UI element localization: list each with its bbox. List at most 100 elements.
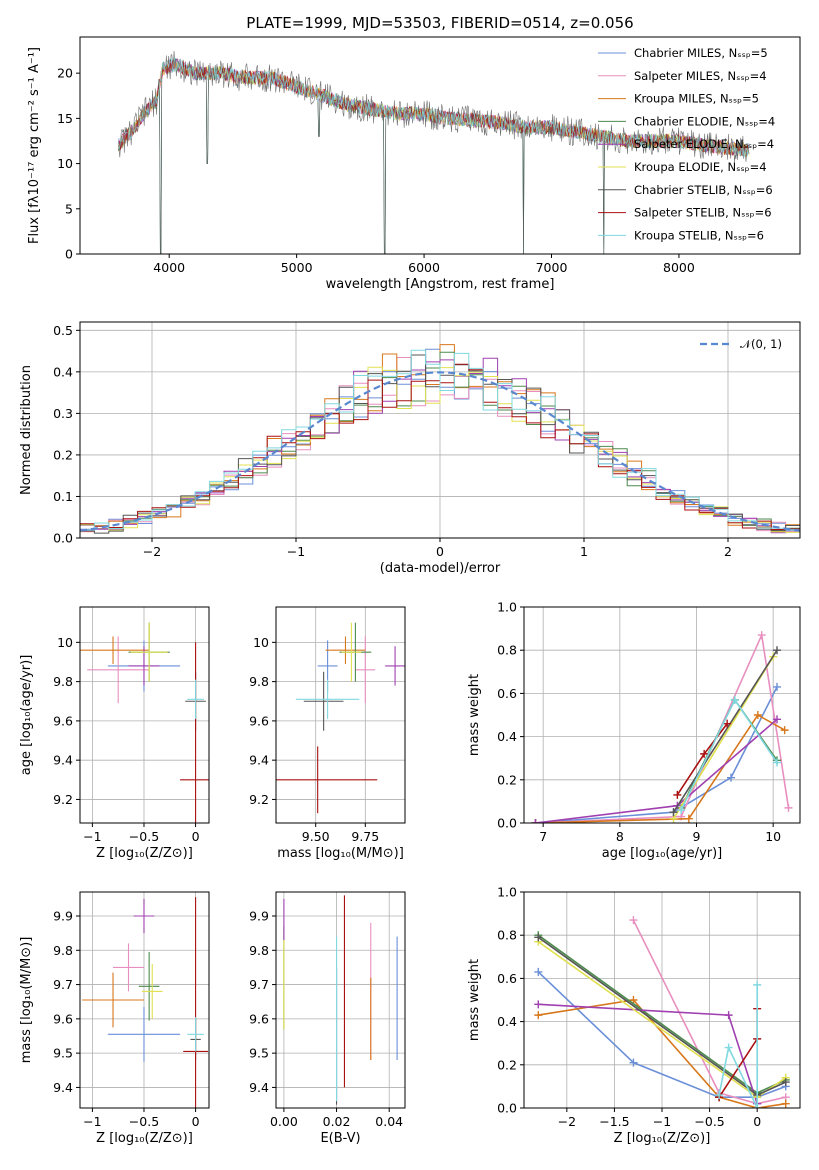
- legend-entry: Salpeter STELIB, Nₛₛₚ=6: [634, 206, 772, 220]
- y-tick-label: 9.8: [53, 943, 73, 958]
- y-axis-label: Flux [fλ10⁻¹⁷ erg cm⁻² s⁻¹ A⁻¹]: [27, 47, 42, 244]
- chart-spectrum: Chabrier MILES, Nₛₛₚ=5 Salpeter MILES, Nₛ…: [27, 36, 801, 292]
- chart-residuals: 𝒩(0, 1) −2 −1 0 1 2 0.0 0.1 0.2 0.3 0.4 0.5 (data-mo…: [19, 321, 801, 576]
- chart-age-vs-mass: 9.50 9.75 9.2 9.4 9.6 9.8 10 mass [log₁₀(M/M⊙)]: [249, 606, 406, 861]
- x-axis-label: (data-model)/error: [380, 561, 501, 576]
- y-tick-label: 0.8: [497, 928, 517, 943]
- y-tick-label: 0.4: [497, 1014, 517, 1029]
- chart-mass-weight-vs-age: 7 8 9 10 0.0 0.2 0.4 0.6 0.8 1.0 age [log₁₀(age/yr…: [467, 600, 801, 861]
- weight-marker: [773, 646, 781, 655]
- axes-frame: [275, 606, 406, 824]
- x-tick-label: 0.04: [375, 1114, 403, 1129]
- y-tick-label: 9.7: [249, 977, 269, 992]
- x-axis-label: age [log₁₀(age/yr)]: [602, 846, 723, 861]
- weight-marker: [753, 980, 762, 989]
- weight-marker: [673, 790, 682, 799]
- axes-frame: [79, 891, 210, 1109]
- x-tick-label: −2: [143, 544, 161, 559]
- legend-entry: Chabrier MILES, Nₛₛₚ=5: [634, 46, 768, 60]
- weight-marker: [669, 808, 678, 817]
- weight-marker: [727, 773, 735, 782]
- y-tick-label: 0.0: [497, 1101, 517, 1116]
- legend-entry: Kroupa ELODIE, Nₛₛₚ=4: [634, 160, 767, 174]
- y-tick-label: 0: [65, 247, 73, 262]
- weight-marker: [715, 1091, 724, 1100]
- x-axis-label: E(B-V): [320, 1131, 360, 1146]
- y-tick-label: 0.2: [497, 772, 517, 787]
- chart-mass-vs-EBV: 0.00 0.02 0.04 9.4 9.5 9.6 9.7 9.8 9.9 E(B-V): [249, 891, 406, 1146]
- y-tick-label: 9.4: [53, 1080, 73, 1095]
- weight-marker: [534, 933, 543, 942]
- weight-line: [535, 713, 786, 823]
- y-tick-label: 0.1: [53, 489, 73, 504]
- x-tick-label: −0.5: [129, 1114, 159, 1129]
- y-tick-label: 9.6: [53, 1011, 73, 1026]
- x-tick-label: −0.5: [694, 1114, 724, 1129]
- plot-area: [80, 622, 209, 823]
- spectrum-line: [117, 58, 750, 254]
- y-tick-label: 9.2: [53, 792, 73, 807]
- y-tick-label: 9.6: [249, 1011, 269, 1026]
- y-tick-label: 0.2: [497, 1057, 517, 1072]
- x-tick-label: 2: [724, 544, 732, 559]
- legend-entry: Kroupa STELIB, Nₛₛₚ=6: [634, 228, 764, 242]
- x-tick-label: 9.50: [302, 829, 330, 844]
- weight-marker: [724, 1011, 733, 1020]
- spectrum-line: [117, 57, 750, 254]
- y-tick-label: 0.4: [497, 729, 517, 744]
- y-tick-label: 0.4: [53, 364, 73, 379]
- y-tick-label: 10: [57, 635, 73, 650]
- legend-entry: Salpeter MILES, Nₛₛₚ=4: [634, 69, 767, 83]
- x-tick-label: −0.5: [129, 829, 159, 844]
- weight-marker: [757, 631, 766, 640]
- x-tick-label: 0.02: [323, 1114, 351, 1129]
- weight-marker: [723, 719, 732, 728]
- y-tick-label: 20: [57, 66, 73, 81]
- weight-marker: [724, 1043, 733, 1052]
- y-axis-label: Normed distribution: [19, 365, 34, 495]
- y-tick-label: 9.9: [249, 909, 269, 924]
- weight-line: [535, 632, 790, 823]
- plot-area: [534, 916, 790, 1108]
- weight-marker: [753, 711, 762, 719]
- y-tick-label: 9.8: [249, 674, 269, 689]
- y-tick-label: 9.4: [249, 1080, 269, 1095]
- y-tick-label: 9.5: [249, 1046, 269, 1061]
- weight-marker: [629, 916, 638, 925]
- x-tick-label: 9.75: [351, 829, 379, 844]
- weight-marker: [534, 1000, 543, 1009]
- y-tick-label: 0.5: [53, 323, 73, 338]
- x-tick-label: 8000: [663, 260, 695, 275]
- y-tick-label: 0.2: [53, 447, 73, 462]
- weight-line: [672, 649, 778, 813]
- weight-marker: [781, 1099, 790, 1108]
- x-tick-label: −2: [558, 1114, 576, 1129]
- y-tick-label: 0.0: [497, 816, 517, 831]
- x-axis-label: Z [log₁₀(Z/Z⊙)]: [614, 1131, 711, 1146]
- weight-marker: [534, 1011, 543, 1020]
- y-tick-label: 0.6: [497, 686, 517, 701]
- legend-entry: Chabrier ELODIE, Nₛₛₚ=4: [634, 114, 775, 128]
- legend: 𝒩(0, 1): [700, 337, 782, 351]
- weight-marker: [773, 682, 781, 691]
- weight-marker: [677, 806, 686, 815]
- legend-entry: Chabrier STELIB, Nₛₛₚ=6: [634, 183, 773, 197]
- x-tick-label: −1.5: [599, 1114, 629, 1129]
- x-tick-label: 5000: [281, 260, 313, 275]
- chart-mass-vs-Z: −1 −0.5 0 9.4 9.5 9.6 9.7 9.8 9.9 Z [log₁₀(Z/Z⊙)]…: [19, 891, 210, 1146]
- y-tick-label: 0.3: [53, 406, 73, 421]
- legend-entry: 𝒩(0, 1): [740, 337, 782, 351]
- x-axis-label: Z [log₁₀(Z/Z⊙)]: [96, 1131, 193, 1146]
- x-tick-label: −1: [653, 1114, 671, 1129]
- weight-marker: [784, 803, 793, 812]
- y-tick-label: 10: [57, 156, 73, 171]
- x-tick-label: 0.00: [270, 1114, 298, 1129]
- y-tick-label: 0.8: [497, 643, 517, 658]
- weight-marker: [730, 695, 739, 704]
- x-tick-label: 1: [580, 544, 588, 559]
- x-tick-label: 7: [539, 829, 547, 844]
- plot-area: [82, 897, 208, 1108]
- x-tick-label: 8: [616, 829, 624, 844]
- y-tick-label: 9.4: [249, 753, 269, 768]
